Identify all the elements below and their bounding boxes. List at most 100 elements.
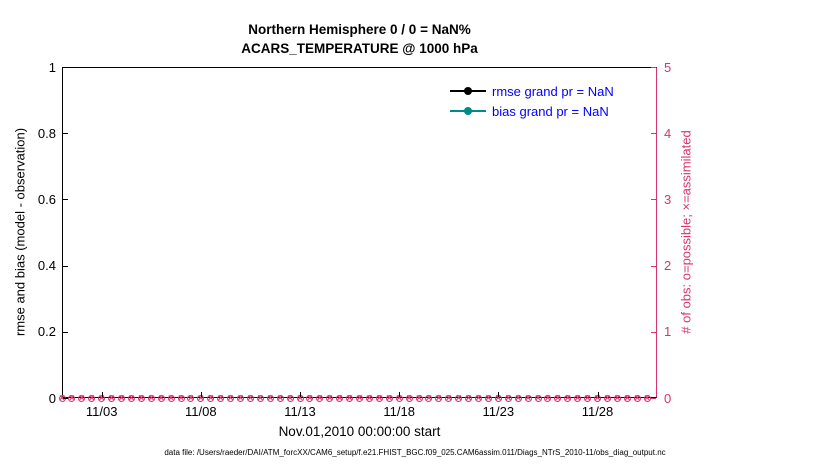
plot-area	[62, 67, 657, 398]
y-tick-label-left: 0	[48, 390, 56, 406]
possible-obs-circle-icon	[78, 394, 86, 402]
assimilated-obs-cross-icon: ×	[614, 392, 621, 404]
possible-obs-circle-icon	[207, 394, 215, 402]
assimilated-obs-cross-icon: ×	[584, 392, 591, 404]
plot-title-line2: ACARS_TEMPERATURE @ 1000 hPa	[241, 41, 478, 56]
possible-obs-circle-icon	[137, 394, 145, 402]
obs-marker: ×	[643, 393, 652, 403]
possible-obs-circle-icon	[346, 394, 354, 402]
assimilated-obs-cross-icon: ×	[138, 392, 145, 404]
assimilated-obs-cross-icon: ×	[287, 392, 293, 404]
possible-obs-circle-icon	[276, 394, 284, 402]
possible-obs-circle-icon	[613, 394, 621, 402]
possible-obs-circle-icon	[68, 394, 76, 402]
x-tick-mark	[399, 392, 401, 397]
assimilated-obs-cross-icon: ×	[515, 392, 522, 404]
possible-obs-circle-icon	[435, 394, 443, 402]
legend-entry: rmse grand pr = NaN	[450, 81, 614, 101]
obs-marker: ×	[256, 393, 265, 403]
assimilated-obs-cross-icon: ×	[78, 392, 85, 404]
possible-obs-circle-icon	[356, 394, 363, 402]
possible-obs-circle-icon	[385, 394, 393, 402]
possible-obs-circle-icon	[425, 394, 433, 402]
obs-marker: ×	[216, 393, 225, 403]
possible-obs-circle-icon	[375, 394, 383, 402]
obs-marker: ×	[345, 393, 354, 403]
x-tick-label: 11/28	[581, 404, 614, 419]
y-tick-label-right: 2	[664, 258, 672, 274]
obs-marker: ×	[385, 393, 394, 403]
assimilated-obs-cross-icon: ×	[297, 392, 303, 404]
obs-marker: ×	[77, 392, 86, 404]
possible-obs-circle-icon	[633, 394, 641, 402]
assimilated-obs-cross-icon: ×	[376, 392, 383, 404]
obs-marker: ×	[415, 393, 424, 403]
obs-marker: ×	[613, 392, 622, 404]
y-tick-mark-left	[63, 398, 68, 399]
assimilated-obs-cross-icon: ×	[237, 392, 244, 404]
assimilated-obs-cross-icon: ×	[594, 392, 601, 404]
y-tick-label-left: 0.2	[37, 324, 56, 340]
possible-obs-circle-icon	[405, 394, 413, 402]
y-tick-label-left: 0.6	[37, 191, 56, 207]
x-tick-label: 11/23	[482, 404, 515, 419]
obs-marker: ×	[405, 393, 414, 403]
legend-dot-icon	[464, 107, 472, 115]
y-tick-mark-left	[63, 199, 68, 201]
possible-obs-circle-icon	[88, 394, 96, 402]
possible-obs-circle-icon	[246, 394, 254, 402]
obs-marker: ×	[117, 393, 126, 403]
y-tick-mark-left	[63, 133, 68, 135]
assimilated-obs-cross-icon: ×	[267, 392, 274, 404]
x-axis-label: Nov.01,2010 00:00:00 start	[278, 424, 441, 439]
possible-obs-circle-icon	[306, 394, 314, 402]
assimilated-obs-cross-icon: ×	[485, 392, 492, 404]
assimilated-obs-cross-icon: ×	[356, 392, 363, 404]
assimilated-obs-cross-icon: ×	[465, 392, 472, 404]
y-tick-label-right: 3	[664, 191, 672, 207]
assimilated-obs-cross-icon: ×	[525, 392, 531, 404]
assimilated-obs-cross-icon: ×	[108, 392, 115, 404]
assimilated-obs-cross-icon: ×	[207, 392, 214, 404]
plot-title-line1: Northern Hemisphere 0 / 0 = NaN%	[248, 22, 471, 37]
obs-marker: ×	[464, 392, 473, 404]
assimilated-obs-cross-icon: ×	[197, 392, 204, 404]
possible-obs-circle-icon	[465, 394, 473, 402]
possible-obs-circle-icon	[326, 394, 334, 402]
obs-marker: ×	[504, 393, 513, 403]
x-tick-mark	[597, 392, 599, 397]
assimilated-obs-cross-icon: ×	[564, 392, 571, 404]
obs-marker: ×	[444, 392, 453, 404]
possible-obs-circle-icon	[603, 394, 611, 402]
possible-obs-circle-icon	[574, 394, 582, 402]
obs-marker: ×	[484, 392, 493, 404]
obs-marker: ×	[226, 392, 235, 404]
y-axis-label-left: rmse and bias (model - observation)	[12, 127, 28, 337]
assimilated-obs-cross-icon: ×	[326, 392, 333, 404]
y-tick-mark-right	[651, 265, 656, 267]
obs-marker: ×	[623, 393, 632, 403]
assimilated-obs-cross-icon: ×	[425, 392, 432, 404]
obs-marker: ×	[534, 393, 543, 403]
assimilated-obs-cross-icon: ×	[396, 392, 403, 404]
x-tick-label: 11/08	[185, 404, 217, 419]
possible-obs-circle-icon	[266, 394, 274, 402]
obs-marker: ×	[355, 392, 364, 404]
obs-marker: ×	[236, 392, 245, 404]
obs-marker: ×	[177, 393, 186, 403]
x-tick-mark	[200, 392, 202, 397]
y-tick-mark-left	[63, 67, 68, 68]
assimilated-obs-cross-icon: ×	[445, 392, 452, 404]
assimilated-obs-cross-icon: ×	[227, 392, 234, 404]
assimilated-obs-cross-icon: ×	[366, 392, 373, 404]
obs-marker: ×	[87, 392, 96, 404]
legend-line-sample-icon	[450, 107, 486, 116]
possible-obs-circle-icon	[336, 394, 344, 402]
possible-obs-circle-icon	[177, 394, 185, 402]
assimilated-obs-cross-icon: ×	[306, 392, 313, 404]
obs-marker: ×	[167, 393, 176, 403]
possible-obs-circle-icon	[187, 394, 195, 402]
assimilated-obs-cross-icon: ×	[88, 392, 95, 404]
y-tick-label-left: 0.8	[37, 125, 56, 141]
